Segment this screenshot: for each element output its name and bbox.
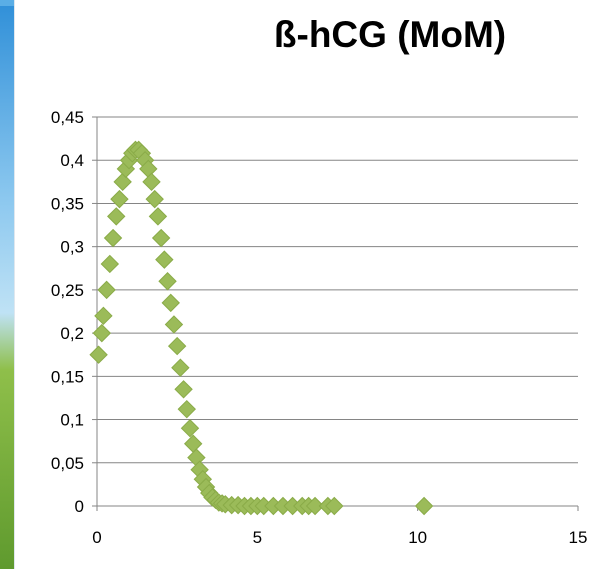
data-point-29 (180, 418, 200, 438)
data-points (89, 140, 434, 516)
y-tick-label-0: 0 (75, 497, 84, 516)
data-point-22 (158, 272, 177, 291)
data-point-24 (164, 315, 184, 334)
y-tick-label-7: 0,35 (51, 194, 84, 213)
data-point-6 (107, 207, 126, 226)
data-point-7 (110, 189, 129, 209)
x-tick-label-3: 15 (569, 528, 588, 547)
data-point-19 (148, 207, 168, 226)
data-point-30 (183, 434, 203, 453)
data-point-20 (151, 228, 171, 248)
x-tick-label-1: 5 (253, 528, 262, 547)
chart-title: ß-hCG (MoM) (273, 14, 507, 55)
data-point-8 (113, 172, 132, 192)
data-point-3 (97, 280, 116, 300)
data-point-23 (161, 293, 180, 313)
axes (92, 116, 579, 511)
x-tick-labels: 0 5 10 15 (92, 528, 587, 547)
x-tick-label-2: 10 (408, 528, 427, 547)
y-tick-label-1: 0,05 (51, 454, 84, 473)
chart-area (14, 0, 612, 569)
data-point-0 (89, 345, 108, 364)
data-point-26 (171, 358, 190, 377)
data-point-54 (325, 496, 344, 516)
data-point-52 (305, 496, 325, 516)
data-point-2 (94, 306, 113, 326)
data-point-5 (103, 228, 123, 248)
data-point-25 (167, 336, 187, 356)
data-point-17 (142, 172, 161, 192)
data-point-18 (145, 189, 164, 209)
y-tick-label-4: 0,2 (60, 324, 84, 343)
data-point-27 (174, 380, 193, 399)
data-point-1 (92, 323, 112, 343)
gridlines (97, 116, 578, 464)
y-tick-label-2: 0,1 (60, 411, 84, 430)
data-point-4 (100, 254, 120, 274)
y-tick-label-8: 0,4 (60, 151, 84, 170)
y-tick-label-6: 0,3 (60, 238, 84, 257)
x-tick-label-0: 0 (92, 528, 101, 547)
data-point-21 (155, 250, 174, 269)
y-tick-labels: 0 0,05 0,1 0,15 0,2 0,25 0,3 0,35 0,4 0,45 (51, 108, 84, 516)
y-tick-label-9: 0,45 (51, 108, 84, 127)
y-tick-label-3: 0,15 (51, 367, 84, 386)
data-point-28 (177, 399, 196, 419)
data-point-55 (414, 496, 434, 516)
y-tick-label-5: 0,25 (51, 281, 84, 300)
